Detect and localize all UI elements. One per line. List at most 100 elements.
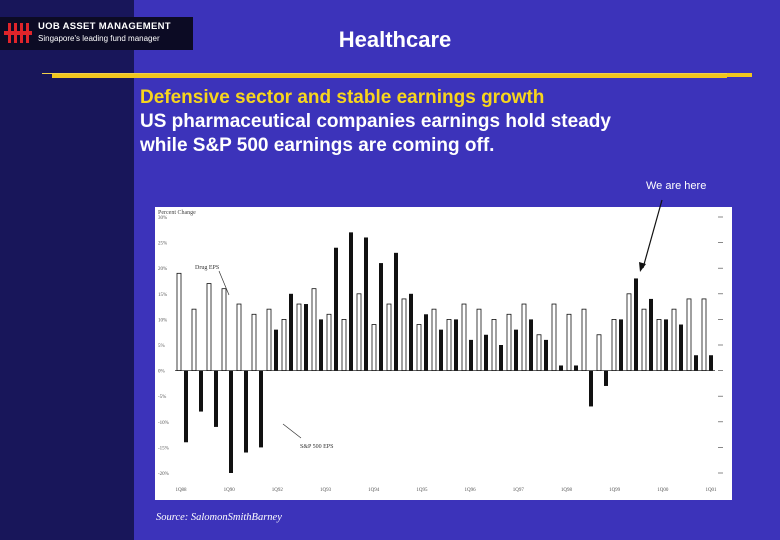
headline-line-3: while S&P 500 earnings are coming off. [140,135,495,156]
title-rule-tip [727,73,752,77]
drug-eps-bar [341,319,347,372]
sp500-eps-bar [544,339,548,371]
drug-eps-bar [431,308,437,372]
sp500-eps-bar [709,355,713,371]
drug-eps-bar [521,303,527,371]
drug-eps-bar [656,319,662,372]
y-tick-label: 5% [158,344,165,349]
sp500-eps-bar [439,329,443,371]
headline: Defensive sector and stable earnings gro… [140,86,770,158]
drug-eps-bar [506,313,512,371]
drug-eps-bar [536,334,542,372]
drug-eps-bar [221,288,227,371]
drug-eps-bar [356,293,362,372]
drug-eps-bar [581,308,587,372]
drug-eps-bar [386,303,392,371]
drug-eps-bar [206,283,212,371]
sp500-eps-bar [199,370,203,412]
x-tick-label: 1Q94 [368,488,380,493]
drug-eps-bar [191,308,197,372]
source-note: Source: SalomonSmithBarney [156,512,282,523]
sp500-eps-bar [184,370,188,443]
drug-eps-bar [326,313,332,371]
y-axis-label: Percent Change [158,210,196,216]
x-tick-label: 1Q97 [513,488,525,493]
drug-eps-bar [311,288,317,371]
y-tick-label: -20% [158,472,169,477]
x-tick-label: 1Q98 [561,488,573,493]
drug-eps-bar [491,319,497,372]
drug-eps-bar [671,308,677,372]
callout-label: We are here [646,180,707,192]
left-band [0,0,134,540]
sp500-eps-bar [244,370,248,453]
sp500-eps-bar [259,370,263,448]
sp500-eps-bar [319,319,323,371]
headline-line-2: US pharmaceutical companies earnings hol… [140,111,611,132]
x-tick-label: 1Q93 [320,488,332,493]
title-rule-accent [52,74,727,78]
sp500-eps-bar [589,370,593,407]
logo [0,17,193,50]
sp500-eps-bar [364,237,368,371]
x-tick-label: 1Q90 [224,488,236,493]
sp500-eps-bar [514,329,518,371]
drug-eps-bar [611,319,617,372]
sp500-eps-bar [379,263,383,371]
sp500-eps-bar [394,252,398,371]
sp500-eps-bar [499,345,503,371]
sp500-eps-bar [559,365,563,371]
drug-eps-bar [266,308,272,372]
drug-eps-bar [596,334,602,372]
sp500-eps-bar [454,319,458,371]
y-tick-label: 25% [158,242,167,247]
sp500-eps-bar [214,370,218,427]
sp500-eps-bar [649,298,653,371]
sp500-eps-annotation: S&P 500 EPS [300,444,333,450]
sp500-eps-bar [349,232,353,371]
drug-eps-bar [566,313,572,371]
drug-eps-bar [281,319,287,372]
sp500-eps-bar [574,365,578,371]
drug-eps-bar [686,298,692,371]
sp500-eps-bar [424,314,428,371]
drug-eps-bar [701,298,707,371]
drug-eps-bar [236,303,242,371]
y-tick-label: 20% [158,267,167,272]
y-tick-label: -10% [158,421,169,426]
drug-eps-bar [461,303,467,371]
headline-line-1: Defensive sector and stable earnings gro… [140,87,545,108]
y-tick-label: -5% [158,395,166,400]
drug-eps-bar [371,324,377,371]
sp500-eps-bar [304,304,308,371]
title-rule [42,73,752,74]
sp500-eps-bar [694,355,698,371]
eps-bar-chart: Percent Change -20% -15% -10% -5% 0% 5% 10% 15% 2… [155,207,732,500]
drug-eps-pointer [218,270,230,296]
x-tick-label: 1Q00 [657,488,669,493]
x-tick-label: 1Q95 [416,488,428,493]
x-tick-label: 1Q92 [272,488,284,493]
brand-tagline: Singapore's leading fund manager [38,34,160,43]
sp500-eps-bar [289,293,293,371]
sp500-eps-bar [604,370,608,386]
sp500-eps-bar [634,278,638,371]
brand-name: UOB ASSET MANAGEMENT [38,21,171,32]
y-tick-label: 10% [158,318,167,323]
sp500-eps-bar [334,247,338,371]
drug-eps-bar [476,308,482,372]
drug-eps-bar [446,319,452,372]
drug-eps-bar [551,303,557,371]
drug-eps-bar [176,272,182,371]
page-title: Healthcare [338,27,452,52]
sp500-eps-pointer [282,423,302,439]
sp500-eps-bar [679,324,683,371]
y-tick-label: -15% [158,446,169,451]
x-tick-label: 1Q88 [175,488,187,493]
drug-eps-bar [416,324,422,371]
sp500-eps-bar [229,370,233,473]
y-tick-label: 30% [158,216,167,221]
x-tick-label: 1Q99 [609,488,621,493]
sp500-eps-bar [484,334,488,371]
sp500-eps-bar [469,339,473,371]
